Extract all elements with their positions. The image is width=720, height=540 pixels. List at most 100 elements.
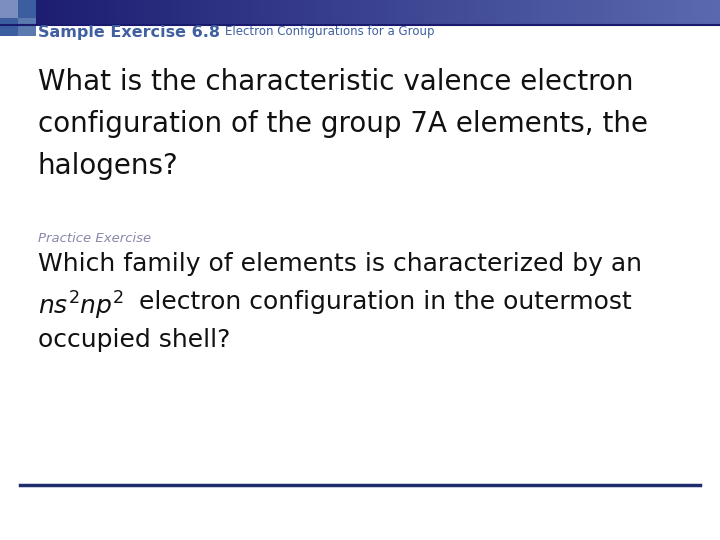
Bar [58,0,65,25]
Bar [410,0,418,25]
Bar [22,0,29,25]
Bar [576,0,583,25]
Bar [461,0,468,25]
Bar [108,0,115,25]
Bar [389,0,396,25]
Bar [0,18,18,36]
Bar [670,0,677,25]
Bar [324,0,331,25]
Bar [331,0,338,25]
Bar [202,0,209,25]
Bar [547,0,554,25]
Bar [598,0,605,25]
Bar [418,0,425,25]
Bar [223,0,230,25]
Text: Sample Exercise 6.8: Sample Exercise 6.8 [38,24,220,39]
Bar [180,0,187,25]
Bar [166,0,173,25]
Bar [18,0,36,18]
Bar [648,0,655,25]
Bar [29,0,36,25]
Text: halogens?: halogens? [38,152,179,180]
Text: electron configuration in the outermost: electron configuration in the outermost [131,290,631,314]
Bar [346,0,353,25]
Bar [612,0,619,25]
Bar [425,0,432,25]
Bar [295,0,302,25]
Bar [266,0,274,25]
Bar [662,0,670,25]
Bar [360,0,367,25]
Bar [130,0,137,25]
Bar [713,0,720,25]
Bar [482,0,490,25]
Bar [36,0,43,25]
Text: configuration of the group 7A elements, the: configuration of the group 7A elements, … [38,110,648,138]
Bar [619,0,626,25]
Bar [209,0,216,25]
Bar [86,0,94,25]
Bar [626,0,634,25]
Bar [18,18,36,36]
Bar [230,0,238,25]
Bar [382,0,389,25]
Bar [655,0,662,25]
Bar [432,0,439,25]
Bar [490,0,497,25]
Bar [317,0,324,25]
Bar [101,0,108,25]
Bar [94,0,101,25]
Bar [274,0,281,25]
Bar [497,0,504,25]
Bar [454,0,461,25]
Bar [475,0,482,25]
Bar [698,0,706,25]
Bar [403,0,410,25]
Bar [554,0,562,25]
Bar [338,0,346,25]
Bar [158,0,166,25]
Bar [216,0,223,25]
Bar [115,0,122,25]
Bar [691,0,698,25]
Text: occupied shell?: occupied shell? [38,328,230,352]
Bar [605,0,612,25]
Bar [151,0,158,25]
Bar [706,0,713,25]
Bar [65,0,72,25]
Bar [72,0,79,25]
Bar [288,0,295,25]
Bar [43,0,50,25]
Bar [144,0,151,25]
Bar [374,0,382,25]
Bar [396,0,403,25]
Text: $\mathit{ns}^2\mathit{np}^2$: $\mathit{ns}^2\mathit{np}^2$ [38,290,124,322]
Bar [684,0,691,25]
Bar [310,0,317,25]
Bar [511,0,518,25]
Bar [504,0,511,25]
Bar [634,0,641,25]
Text: Practice Exercise: Practice Exercise [38,232,151,245]
Text: Which family of elements is characterized by an: Which family of elements is characterize… [38,252,642,276]
Bar [367,0,374,25]
Bar [281,0,288,25]
Bar [677,0,684,25]
Bar [468,0,475,25]
Bar [526,0,533,25]
Bar [569,0,576,25]
Bar [353,0,360,25]
Bar [590,0,598,25]
Bar [252,0,259,25]
Bar [14,0,22,25]
Bar [562,0,569,25]
Bar [122,0,130,25]
Bar [259,0,266,25]
Bar [518,0,526,25]
Bar [245,0,252,25]
Bar [187,0,194,25]
Bar [238,0,245,25]
Bar [446,0,454,25]
Bar [0,0,7,25]
Bar [583,0,590,25]
